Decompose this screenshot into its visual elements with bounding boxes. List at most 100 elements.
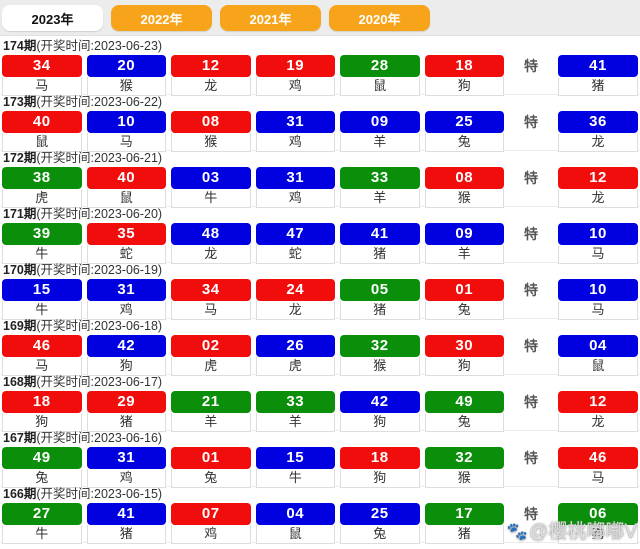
period-header: 172期(开奖时间:2023-06-21) (0, 151, 640, 166)
ball-number: 42 (340, 391, 420, 413)
ball-cell: 15 牛 (255, 447, 335, 488)
ball-cell: 01 兔 (424, 279, 504, 320)
ball-cell: 33 羊 (340, 167, 420, 208)
special-ball-number: 10 (558, 223, 638, 245)
result-row: 38 虎 40 鼠 03 牛 31 鸡 33 羊 08 猴特 12 龙 (0, 166, 640, 208)
special-ball-number: 41 (558, 55, 638, 77)
ball-number: 08 (171, 111, 251, 133)
special-label: 特 (524, 170, 538, 186)
tab-year-2020[interactable]: 2020年 (329, 5, 430, 31)
special-ball-number: 10 (558, 279, 638, 301)
ball-number: 29 (86, 391, 166, 413)
tab-year-2022[interactable]: 2022年 (111, 5, 212, 31)
ball-cell: 42 狗 (86, 335, 166, 376)
special-label: 特 (524, 282, 538, 298)
special-label: 特 (524, 114, 538, 130)
zodiac-label: 虎 (171, 357, 251, 376)
ball-cell: 27 牛 (2, 503, 82, 544)
period-block: 168期(开奖时间:2023-06-17) 18 狗 29 猪 21 羊 33 羊 42 狗 49 兔特… (0, 375, 640, 432)
ball-cell: 15 牛 (2, 279, 82, 320)
ball-number: 48 (171, 223, 251, 245)
result-row: 15 牛 31 鸡 34 马 24 龙 05 猪 01 兔特 10 马 (0, 278, 640, 320)
zodiac-label: 狗 (340, 413, 420, 432)
zodiac-label: 羊 (424, 245, 504, 264)
ball-number: 02 (171, 335, 251, 357)
zodiac-label: 鼠 (86, 189, 166, 208)
ball-cell: 25 兔 (340, 503, 420, 544)
ball-number: 38 (2, 167, 82, 189)
ball-number: 25 (424, 111, 504, 133)
special-ball-cell: 12 龙 (558, 167, 638, 208)
special-label: 特 (524, 394, 538, 410)
ball-number: 31 (86, 279, 166, 301)
zodiac-label: 狗 (424, 357, 504, 376)
zodiac-label: 虎 (255, 357, 335, 376)
period-number: 168期 (3, 375, 37, 389)
ball-number: 31 (255, 167, 335, 189)
ball-number: 18 (340, 447, 420, 469)
ball-number: 18 (424, 55, 504, 77)
ball-cell: 03 牛 (171, 167, 251, 208)
zodiac-label: 牛 (255, 469, 335, 488)
zodiac-label: 龙 (171, 245, 251, 264)
result-row: 39 牛 35 蛇 48 龙 47 蛇 41 猪 09 羊特 10 马 (0, 222, 640, 264)
period-number: 171期 (3, 207, 37, 221)
special-label: 特 (524, 506, 538, 522)
ball-cell: 04 鼠 (255, 503, 335, 544)
draw-time: (开奖时间:2023-06-15) (36, 487, 163, 501)
ball-number: 39 (2, 223, 82, 245)
ball-cell: 29 猪 (86, 391, 166, 432)
ball-number: 12 (171, 55, 251, 77)
year-tab-bar: 2023年 2022年 2021年 2020年 (0, 0, 640, 36)
period-block: 173期(开奖时间:2023-06-22) 40 鼠 10 马 08 猴 31 鸡 09 羊 25 兔特… (0, 95, 640, 152)
special-zodiac-label: 龙 (558, 189, 638, 208)
ball-number: 31 (86, 447, 166, 469)
zodiac-label: 兔 (340, 525, 420, 544)
ball-cell: 25 兔 (424, 111, 504, 152)
ball-cell: 34 马 (171, 279, 251, 320)
special-ball-number: 46 (558, 447, 638, 469)
zodiac-label: 猴 (86, 77, 166, 96)
period-number: 173期 (3, 95, 37, 109)
zodiac-label: 兔 (171, 469, 251, 488)
ball-cell: 02 虎 (171, 335, 251, 376)
ball-number: 49 (424, 391, 504, 413)
ball-number: 34 (2, 55, 82, 77)
tab-year-2023[interactable]: 2023年 (2, 5, 103, 31)
zodiac-label: 牛 (171, 189, 251, 208)
special-ball-cell: 10 马 (558, 279, 638, 320)
zodiac-label: 狗 (2, 413, 82, 432)
ball-number: 41 (340, 223, 420, 245)
special-ball-number: 04 (558, 335, 638, 357)
ball-number: 17 (424, 503, 504, 525)
result-row: 49 兔 31 鸡 01 兔 15 牛 18 狗 32 猴特 46 马 (0, 446, 640, 488)
special-ball-cell: 41 猪 (558, 55, 638, 96)
zodiac-label: 鼠 (2, 133, 82, 152)
period-header: 171期(开奖时间:2023-06-20) (0, 207, 640, 222)
ball-number: 25 (340, 503, 420, 525)
zodiac-label: 鸡 (255, 189, 335, 208)
special-zodiac-label: 马 (558, 301, 638, 320)
ball-number: 26 (255, 335, 335, 357)
ball-cell: 49 兔 (424, 391, 504, 432)
ball-cell: 42 狗 (340, 391, 420, 432)
zodiac-label: 猪 (340, 245, 420, 264)
tab-year-2021[interactable]: 2021年 (220, 5, 321, 31)
ball-cell: 17 猪 (424, 503, 504, 544)
special-ball-cell: 46 马 (558, 447, 638, 488)
zodiac-label: 羊 (255, 413, 335, 432)
zodiac-label: 鸡 (86, 301, 166, 320)
special-ball-cell: 06 狗 (558, 503, 638, 544)
ball-number: 33 (340, 167, 420, 189)
zodiac-label: 马 (2, 77, 82, 96)
ball-cell: 30 狗 (424, 335, 504, 376)
draw-time: (开奖时间:2023-06-19) (36, 263, 163, 277)
zodiac-label: 牛 (2, 301, 82, 320)
ball-number: 09 (424, 223, 504, 245)
period-block: 174期(开奖时间:2023-06-23) 34 马 20 猴 12 龙 19 鸡 28 鼠 18 狗特… (0, 39, 640, 96)
ball-number: 34 (171, 279, 251, 301)
special-zodiac-label: 龙 (558, 133, 638, 152)
result-row: 27 牛 41 猪 07 鸡 04 鼠 25 兔 17 猪特 06 狗 (0, 502, 640, 544)
zodiac-label: 龙 (255, 301, 335, 320)
special-ball-cell: 10 马 (558, 223, 638, 264)
